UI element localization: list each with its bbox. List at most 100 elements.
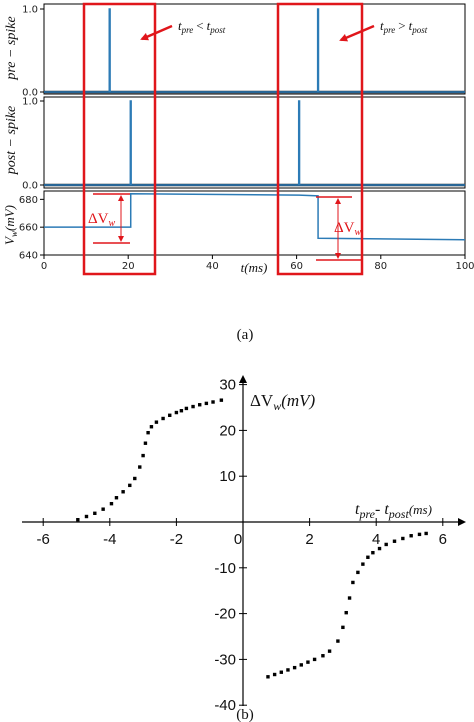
x-tick-label: 20 (122, 261, 135, 272)
annotation-arrow-1 (140, 24, 173, 41)
b-y-ticks: 30 20 10 -10 -20 -30 -40 (214, 377, 247, 714)
data-point (286, 668, 290, 672)
data-point (279, 670, 283, 674)
data-point (154, 420, 159, 424)
data-point (138, 465, 142, 469)
y-tick-label: 680 (19, 195, 38, 206)
data-point (356, 570, 360, 575)
a-x-ticks: 0 20 40 60 80 100 (41, 255, 474, 272)
data-point (204, 401, 209, 406)
data-point (377, 546, 382, 551)
data-point (149, 425, 154, 429)
y-tick-label: 20 (219, 422, 236, 439)
x-tick-label: 6 (439, 531, 447, 548)
delta-vw-label-2: ΔVw (334, 220, 361, 238)
data-point (336, 639, 340, 643)
x-tick-label: 4 (372, 531, 380, 548)
data-point (146, 430, 150, 435)
data-point (128, 483, 132, 488)
y-tick-label: -30 (214, 651, 236, 668)
y-tick-label: 0.0 (22, 181, 38, 192)
data-point (266, 675, 270, 679)
subplot-post-frame (43, 96, 466, 189)
data-point (327, 649, 332, 653)
data-point (174, 410, 179, 415)
y-tick-label: 1.0 (22, 5, 38, 16)
subplot-pre-frame (43, 3, 466, 95)
annotation-label-2: tpre > tpost (380, 18, 428, 35)
y-tick-label: 660 (19, 223, 38, 234)
data-point (312, 657, 317, 662)
highlight-box-2 (276, 2, 364, 276)
highlight-box-1 (82, 2, 157, 276)
vw-y-ticks: 640 660 680 (19, 195, 44, 262)
y-tick-label: 1.0 (22, 97, 38, 108)
data-point (306, 660, 310, 664)
x-tick-label: 2 (305, 531, 313, 548)
annotation-arrow-2 (339, 24, 375, 42)
data-point (168, 413, 172, 417)
data-point (347, 596, 352, 600)
data-point (219, 398, 224, 402)
y-tick-label: -40 (214, 697, 236, 714)
data-point (361, 562, 365, 566)
x-tick-label: 0 (234, 531, 242, 548)
subplot-vw-frame (43, 190, 466, 256)
pre-y-ticks: 0.0 1.0 (22, 5, 44, 99)
data-point (371, 550, 375, 555)
data-point (351, 580, 355, 585)
data-point (191, 404, 195, 409)
data-point (101, 507, 105, 511)
b-x-ticks: -6 -4 -2 0 2 4 6 (37, 518, 447, 548)
data-point (211, 400, 215, 404)
pre-spike-ylabel: pre − spike (4, 16, 19, 80)
x-tick-label: 60 (290, 261, 303, 272)
data-point (93, 511, 97, 515)
x-tick-label: 100 (455, 261, 474, 272)
data-point (161, 416, 165, 421)
data-point (341, 625, 345, 630)
x-tick-label: 80 (374, 261, 387, 272)
data-point (392, 539, 397, 543)
data-point (76, 518, 80, 522)
y-tick-label: 640 (19, 251, 38, 262)
data-point (299, 663, 303, 667)
data-point (143, 441, 148, 445)
x-tick-label: -6 (37, 531, 50, 548)
delta-vw-marker-2: ΔVw (316, 196, 362, 261)
b-ylabel: ΔVw(mV) (250, 391, 316, 413)
y-tick-label: 0.0 (22, 88, 38, 99)
x-tick-label: 0 (41, 261, 47, 272)
vw-ylabel: Vw(mV) (2, 205, 19, 245)
data-point (141, 453, 145, 458)
data-point (272, 672, 277, 677)
data-point (424, 531, 428, 536)
data-point (321, 654, 325, 658)
caption-b: (b) (236, 707, 254, 722)
delta-vw-marker-1: ΔVw (88, 193, 130, 244)
data-point (344, 610, 348, 615)
data-point (133, 476, 137, 481)
data-point (114, 496, 119, 500)
data-point (121, 490, 125, 494)
annotation-label-1: tpre < tpost (178, 18, 226, 35)
data-point (84, 514, 89, 519)
b-data-points (76, 398, 428, 679)
post-spike-ylabel: post − spike (4, 106, 19, 176)
data-point (401, 536, 405, 541)
post-spike-trace (44, 100, 465, 186)
b-xlabel: tpre- tpost(ms) (355, 501, 432, 521)
y-tick-label: -20 (214, 606, 236, 623)
pre-spike-trace (44, 8, 465, 93)
y-tick-label: 10 (219, 468, 236, 485)
data-point (292, 665, 297, 670)
x-tick-label: -2 (170, 531, 183, 548)
y-tick-label: 30 (219, 377, 236, 394)
data-point (417, 532, 422, 537)
data-point (184, 406, 189, 411)
data-point (384, 542, 388, 547)
x-tick-label: 40 (206, 261, 219, 272)
